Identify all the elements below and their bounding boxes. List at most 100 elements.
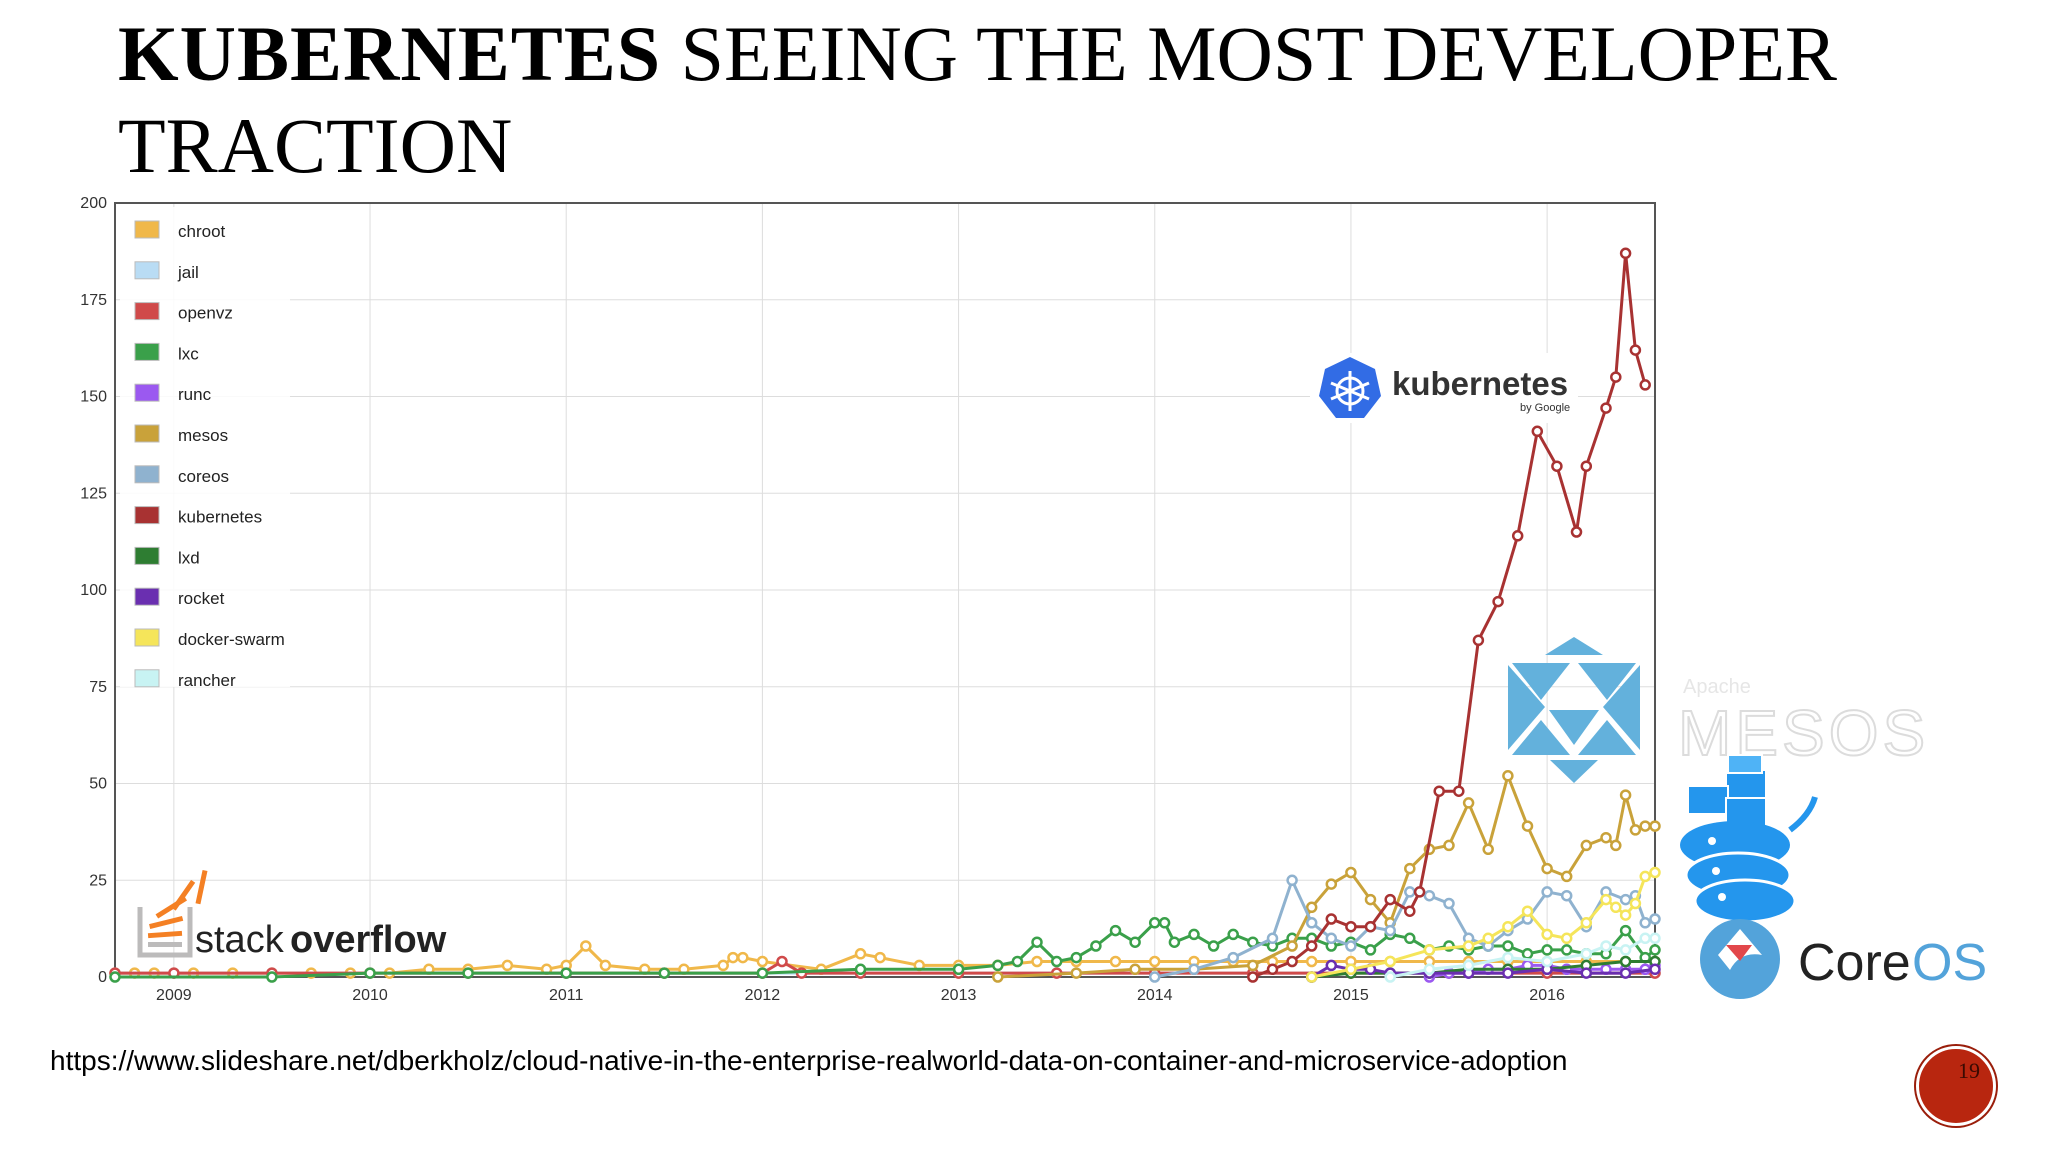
data-point bbox=[1345, 920, 1357, 933]
data-point bbox=[1423, 944, 1436, 956]
data-point bbox=[1325, 913, 1338, 925]
data-point bbox=[1247, 971, 1259, 983]
chart-legend: chroot jail openvz lxc runc mesos coreos kubern… bbox=[120, 207, 290, 690]
slide-title: KUBERNETES SEEING THE MOST DEVELOPER TRA… bbox=[118, 8, 2018, 192]
data-point bbox=[1649, 866, 1661, 879]
data-point bbox=[1129, 963, 1141, 976]
data-point bbox=[1482, 843, 1494, 856]
data-point bbox=[1639, 932, 1651, 945]
y-tick-label: 200 bbox=[80, 195, 107, 212]
data-point bbox=[1541, 944, 1553, 956]
mesos-logo: Apache MESOS bbox=[1508, 637, 1929, 783]
data-point bbox=[756, 967, 769, 979]
data-point bbox=[1551, 460, 1563, 472]
slide-title-rest: SEEING THE MOST DEVELOPER TRACTION bbox=[118, 10, 1837, 189]
data-point bbox=[1305, 940, 1318, 952]
data-point bbox=[1266, 963, 1279, 976]
x-tick-label: 2013 bbox=[941, 987, 977, 1004]
data-point bbox=[1502, 920, 1514, 933]
stackoverflow-logo-text-b: overflow bbox=[290, 919, 447, 961]
data-point bbox=[1610, 371, 1622, 383]
data-point bbox=[1541, 955, 1553, 968]
legend-swatch bbox=[134, 220, 160, 239]
data-point bbox=[1031, 936, 1043, 948]
data-point bbox=[560, 967, 572, 979]
data-point bbox=[1423, 963, 1436, 976]
data-point bbox=[992, 971, 1004, 983]
kubernetes-logo-by: by Google bbox=[1520, 402, 1570, 414]
chart-grid bbox=[115, 202, 1655, 978]
y-tick-label: 150 bbox=[80, 389, 107, 406]
data-point bbox=[1345, 963, 1357, 976]
mesos-icon bbox=[1508, 637, 1640, 783]
data-point bbox=[1629, 897, 1642, 910]
helm-spokes bbox=[1330, 371, 1370, 411]
stackoverflow-logo: stack overflow bbox=[137, 869, 447, 961]
data-point bbox=[1629, 344, 1642, 356]
data-point bbox=[854, 948, 867, 960]
legend-label: kubernetes bbox=[178, 508, 262, 527]
data-point bbox=[1364, 944, 1377, 956]
data-point bbox=[1404, 905, 1416, 917]
data-point bbox=[1521, 905, 1534, 917]
y-tick-label: 125 bbox=[80, 485, 107, 502]
data-point bbox=[1286, 955, 1298, 968]
data-point bbox=[1404, 886, 1416, 898]
data-point bbox=[1227, 951, 1239, 964]
data-point bbox=[1384, 955, 1396, 968]
data-point bbox=[1345, 866, 1357, 879]
data-point bbox=[1492, 595, 1504, 608]
data-point bbox=[501, 959, 514, 972]
legend-swatch bbox=[134, 342, 160, 361]
legend-background bbox=[120, 207, 290, 687]
legend-swatch bbox=[134, 506, 160, 525]
data-point bbox=[1560, 870, 1573, 883]
data-point bbox=[1580, 460, 1593, 472]
data-point bbox=[1560, 944, 1573, 956]
data-point bbox=[1325, 959, 1338, 972]
data-point bbox=[1413, 886, 1426, 898]
data-point bbox=[1610, 839, 1622, 852]
data-point bbox=[1384, 924, 1396, 937]
data-point bbox=[1227, 928, 1239, 941]
data-point bbox=[1649, 820, 1661, 832]
legend-label: chroot bbox=[178, 222, 226, 241]
x-tick-label: 2010 bbox=[352, 987, 388, 1004]
y-tick-label: 25 bbox=[89, 872, 107, 889]
source-url[interactable]: https://www.slideshare.net/dberkholz/clo… bbox=[50, 1045, 1568, 1076]
x-tick-label: 2011 bbox=[549, 987, 584, 1004]
data-point bbox=[1649, 963, 1661, 976]
data-point bbox=[1619, 909, 1632, 921]
data-point bbox=[1364, 893, 1377, 906]
data-point bbox=[1580, 967, 1593, 979]
x-tick-label: 2015 bbox=[1333, 987, 1369, 1004]
plot-border bbox=[114, 202, 1656, 978]
data-point bbox=[1521, 948, 1534, 960]
page-number-badge bbox=[1916, 1046, 1996, 1126]
series-mesos bbox=[992, 770, 1661, 983]
data-point bbox=[1286, 940, 1298, 952]
data-point bbox=[854, 963, 867, 976]
data-point bbox=[1247, 959, 1259, 972]
data-point bbox=[1109, 955, 1122, 968]
data-point bbox=[1305, 971, 1318, 983]
data-point bbox=[1188, 963, 1200, 976]
chart-axes: 0 25 50 75 100 125 150 175 200 2009 2010 2011 2012 20… bbox=[80, 195, 1656, 1004]
legend-label: lxd bbox=[178, 548, 200, 567]
data-point bbox=[1619, 247, 1632, 260]
data-point bbox=[992, 959, 1004, 972]
data-point bbox=[1560, 932, 1573, 945]
data-point bbox=[1580, 948, 1593, 960]
data-point bbox=[1649, 944, 1661, 956]
legend-swatch bbox=[134, 587, 160, 606]
data-point bbox=[1502, 951, 1514, 964]
legend-label: jail bbox=[177, 263, 199, 282]
x-tick-label: 2014 bbox=[1137, 987, 1173, 1004]
data-point bbox=[1305, 917, 1318, 929]
series-line bbox=[1389, 936, 1655, 979]
data-point bbox=[874, 951, 886, 964]
data-point bbox=[1443, 897, 1455, 910]
data-point bbox=[1502, 967, 1514, 979]
mesos-logo-text: MESOS bbox=[1678, 697, 1929, 769]
data-point bbox=[1639, 379, 1651, 391]
